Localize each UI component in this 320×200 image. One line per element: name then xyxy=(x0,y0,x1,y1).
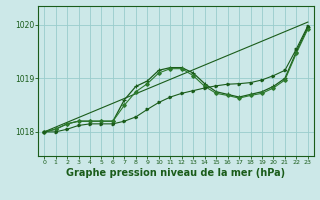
X-axis label: Graphe pression niveau de la mer (hPa): Graphe pression niveau de la mer (hPa) xyxy=(67,168,285,178)
